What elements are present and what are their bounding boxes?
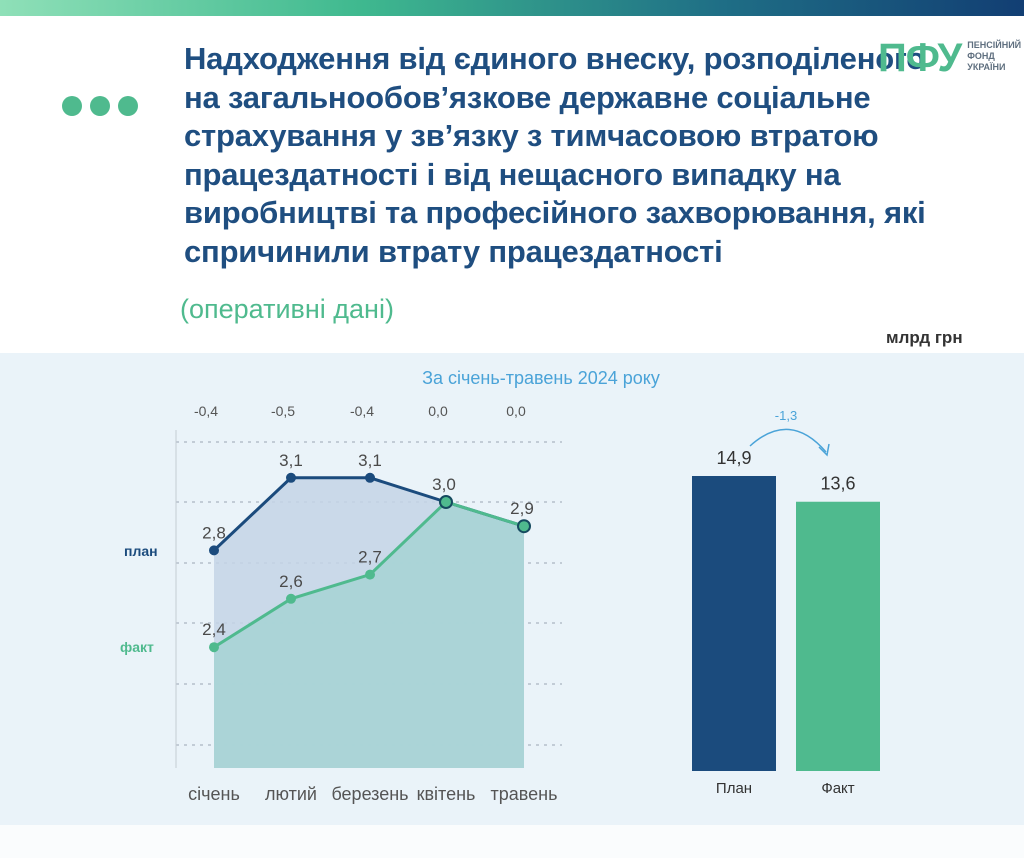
plan-point	[365, 472, 375, 483]
bar-category-label: Факт	[821, 780, 854, 797]
difference-label: 0,0	[506, 403, 526, 419]
difference-arrow	[749, 428, 827, 453]
shared-point	[439, 495, 453, 509]
fact-point	[209, 642, 219, 653]
series-label-fact: факт	[120, 639, 154, 655]
data-label: 2,9	[510, 499, 534, 518]
x-tick-label: квітень	[417, 784, 476, 804]
bar-plan	[692, 476, 776, 771]
fact-point	[365, 569, 375, 580]
x-tick-label: лютий	[265, 784, 317, 804]
dot	[62, 96, 82, 116]
fact-data-label: 2,7	[358, 548, 382, 567]
x-tick-label: січень	[188, 784, 240, 804]
logo-mark: ПФУ	[878, 36, 962, 80]
bar-fact	[796, 501, 880, 771]
fact-data-label: 2,6	[279, 572, 303, 591]
plan-point	[209, 545, 219, 556]
page-title: Надходження від єдиного внеску, розподіл…	[184, 41, 926, 269]
dot	[118, 96, 138, 116]
footer-strip	[0, 825, 1024, 858]
fact-area	[214, 502, 524, 768]
difference-arrowhead	[818, 443, 830, 457]
page-subtitle: (оперативні дані)	[180, 294, 394, 324]
x-tick-label: травень	[491, 784, 558, 804]
bar-value-label: 14,9	[716, 448, 751, 468]
pfu-logo: ПФУ ПЕНСІЙНИЙ ФОНД УКРАЇНИ	[878, 38, 1024, 78]
dot	[90, 96, 110, 116]
difference-label: -0,4	[350, 403, 374, 419]
decorative-dots	[62, 96, 138, 116]
data-label: 3,0	[432, 475, 456, 494]
fact-data-label: 2,4	[202, 620, 226, 639]
unit-label: млрд грн	[886, 328, 963, 347]
logo-text: ПЕНСІЙНИЙ ФОНД УКРАЇНИ	[967, 40, 1022, 72]
shared-point	[517, 519, 531, 534]
line-chart-title: За січень-травень 2024 року	[422, 368, 660, 388]
plan-data-label: 3,1	[279, 451, 303, 470]
plan-point	[286, 472, 296, 483]
x-tick-label: березень	[331, 784, 408, 804]
difference-label: -0,5	[271, 403, 295, 419]
plan-data-label: 3,1	[358, 451, 382, 470]
plan-data-label: 2,8	[202, 523, 226, 542]
series-label-plan: план	[124, 543, 158, 559]
fact-point	[286, 593, 296, 604]
bar-value-label: 13,6	[820, 474, 855, 494]
difference-label: 0,0	[428, 403, 448, 419]
bar-difference-label: -1,3	[775, 408, 797, 423]
bar-category-label: План	[716, 780, 752, 797]
top-gradient-bar	[0, 0, 1024, 16]
difference-label: -0,4	[194, 403, 218, 419]
